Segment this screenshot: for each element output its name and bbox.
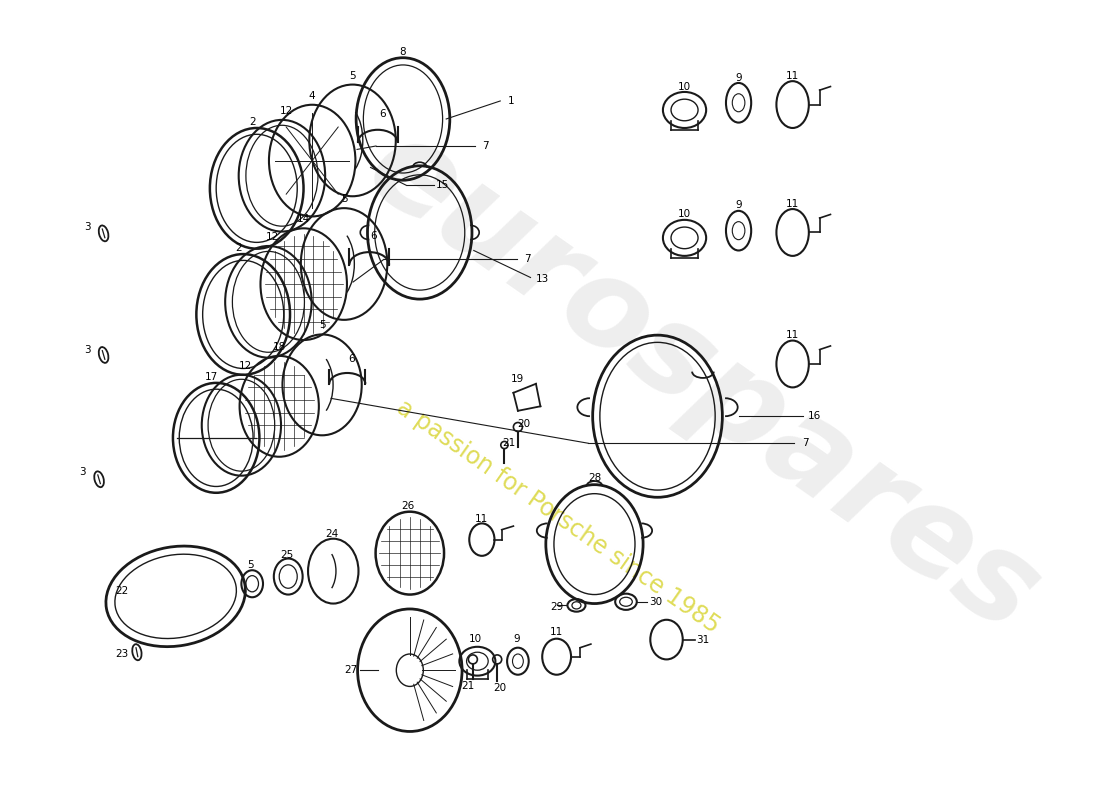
Text: 10: 10	[678, 82, 691, 91]
Text: 12: 12	[266, 232, 279, 242]
Text: 22: 22	[116, 586, 129, 596]
Text: 6: 6	[349, 354, 355, 363]
Text: 31: 31	[696, 634, 710, 645]
Text: 20: 20	[493, 683, 506, 694]
Text: 5: 5	[248, 560, 254, 570]
Text: a passion for Porsche since 1985: a passion for Porsche since 1985	[393, 396, 725, 638]
Text: 3: 3	[84, 345, 90, 354]
Text: 14: 14	[297, 214, 310, 224]
Text: 8: 8	[399, 47, 406, 58]
Text: 5: 5	[341, 194, 348, 204]
Text: 11: 11	[786, 198, 800, 209]
Text: 1: 1	[508, 96, 515, 106]
Text: 23: 23	[116, 649, 129, 659]
Text: 15: 15	[436, 181, 449, 190]
Text: 18: 18	[273, 342, 286, 352]
Text: 3: 3	[79, 467, 86, 477]
Text: 16: 16	[807, 411, 821, 422]
Text: 6: 6	[378, 109, 386, 118]
Text: 12: 12	[240, 361, 253, 370]
Text: eurospares: eurospares	[344, 106, 1060, 658]
Text: 7: 7	[802, 438, 808, 448]
Text: 11: 11	[550, 627, 563, 638]
Text: 30: 30	[649, 597, 662, 606]
Text: 20: 20	[518, 419, 531, 430]
Text: 2: 2	[235, 242, 242, 253]
Text: 28: 28	[587, 474, 601, 483]
Text: 21: 21	[462, 682, 475, 691]
Text: 27: 27	[344, 666, 358, 675]
Text: 7: 7	[525, 254, 531, 265]
Text: 5: 5	[319, 321, 326, 330]
Text: 6: 6	[371, 231, 377, 241]
Text: 5: 5	[349, 70, 356, 81]
Text: 13: 13	[536, 274, 549, 284]
Text: 2: 2	[249, 117, 255, 126]
Text: 21: 21	[503, 438, 516, 448]
Text: 29: 29	[550, 602, 563, 612]
Text: 9: 9	[735, 201, 741, 210]
Text: 19: 19	[512, 374, 525, 384]
Text: 3: 3	[84, 222, 90, 232]
Text: 24: 24	[324, 530, 338, 539]
Text: 10: 10	[678, 210, 691, 219]
Text: 11: 11	[786, 330, 800, 340]
Text: 4: 4	[309, 90, 316, 101]
Text: 11: 11	[474, 514, 487, 524]
Text: 9: 9	[514, 634, 520, 644]
Text: 12: 12	[279, 106, 293, 116]
Text: 17: 17	[205, 371, 218, 382]
Text: 11: 11	[786, 70, 800, 81]
Text: 25: 25	[279, 550, 293, 560]
Text: 10: 10	[469, 634, 482, 644]
Text: 7: 7	[483, 141, 490, 151]
Text: 26: 26	[402, 502, 415, 511]
Text: 9: 9	[735, 73, 741, 82]
